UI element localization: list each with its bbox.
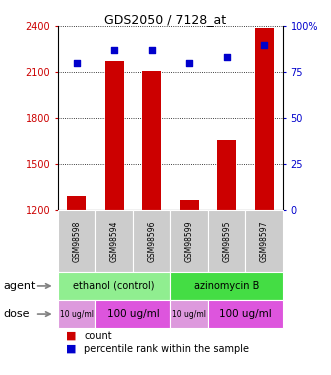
Text: dose: dose: [3, 309, 30, 319]
Text: GSM98599: GSM98599: [185, 220, 194, 262]
Text: 100 ug/ml: 100 ug/ml: [219, 309, 272, 319]
Text: count: count: [84, 331, 112, 340]
Point: [261, 42, 267, 48]
Text: 10 ug/ml: 10 ug/ml: [172, 310, 206, 319]
Text: agent: agent: [3, 281, 36, 291]
Text: GSM98596: GSM98596: [147, 220, 156, 262]
Bar: [67, 196, 86, 210]
Bar: [142, 70, 161, 210]
Point: [149, 47, 154, 53]
Text: 10 ug/ml: 10 ug/ml: [60, 310, 94, 319]
Point: [187, 60, 192, 66]
Text: GSM98598: GSM98598: [72, 220, 81, 262]
Text: GDS2050 / 7128_at: GDS2050 / 7128_at: [105, 13, 226, 26]
Text: ■: ■: [66, 331, 77, 340]
Bar: [180, 200, 199, 210]
Text: GSM98597: GSM98597: [260, 220, 269, 262]
Bar: [255, 28, 274, 210]
Point: [74, 60, 79, 66]
Bar: [105, 62, 123, 210]
Point: [224, 54, 229, 60]
Point: [112, 47, 117, 53]
Text: ■: ■: [66, 344, 77, 354]
Text: percentile rank within the sample: percentile rank within the sample: [84, 344, 249, 354]
Text: GSM98594: GSM98594: [110, 220, 119, 262]
Text: azinomycin B: azinomycin B: [194, 281, 260, 291]
Text: 100 ug/ml: 100 ug/ml: [107, 309, 159, 319]
Text: GSM98595: GSM98595: [222, 220, 231, 262]
Bar: [217, 140, 236, 210]
Text: ethanol (control): ethanol (control): [73, 281, 155, 291]
